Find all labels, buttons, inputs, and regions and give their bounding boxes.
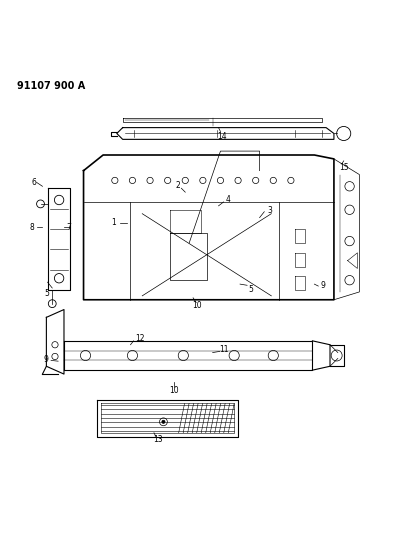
Text: 9: 9: [321, 281, 325, 290]
Text: 12: 12: [136, 334, 145, 343]
Text: 11: 11: [219, 345, 229, 354]
Circle shape: [162, 420, 165, 423]
Text: 1: 1: [112, 218, 117, 227]
Text: 14: 14: [217, 132, 227, 141]
Text: 5: 5: [249, 285, 253, 294]
Text: 5: 5: [44, 289, 49, 298]
Text: 13: 13: [153, 435, 163, 444]
Text: 10: 10: [169, 386, 178, 395]
Text: 6: 6: [31, 178, 36, 187]
Text: 15: 15: [339, 164, 349, 172]
Text: 3: 3: [267, 206, 272, 215]
Text: 2: 2: [176, 181, 180, 190]
Text: 91107 900 A: 91107 900 A: [17, 80, 85, 91]
Text: 10: 10: [192, 301, 202, 310]
Text: 4: 4: [226, 196, 231, 205]
Text: 7: 7: [66, 223, 71, 232]
Text: 8: 8: [30, 223, 34, 232]
Text: 9: 9: [44, 355, 48, 364]
